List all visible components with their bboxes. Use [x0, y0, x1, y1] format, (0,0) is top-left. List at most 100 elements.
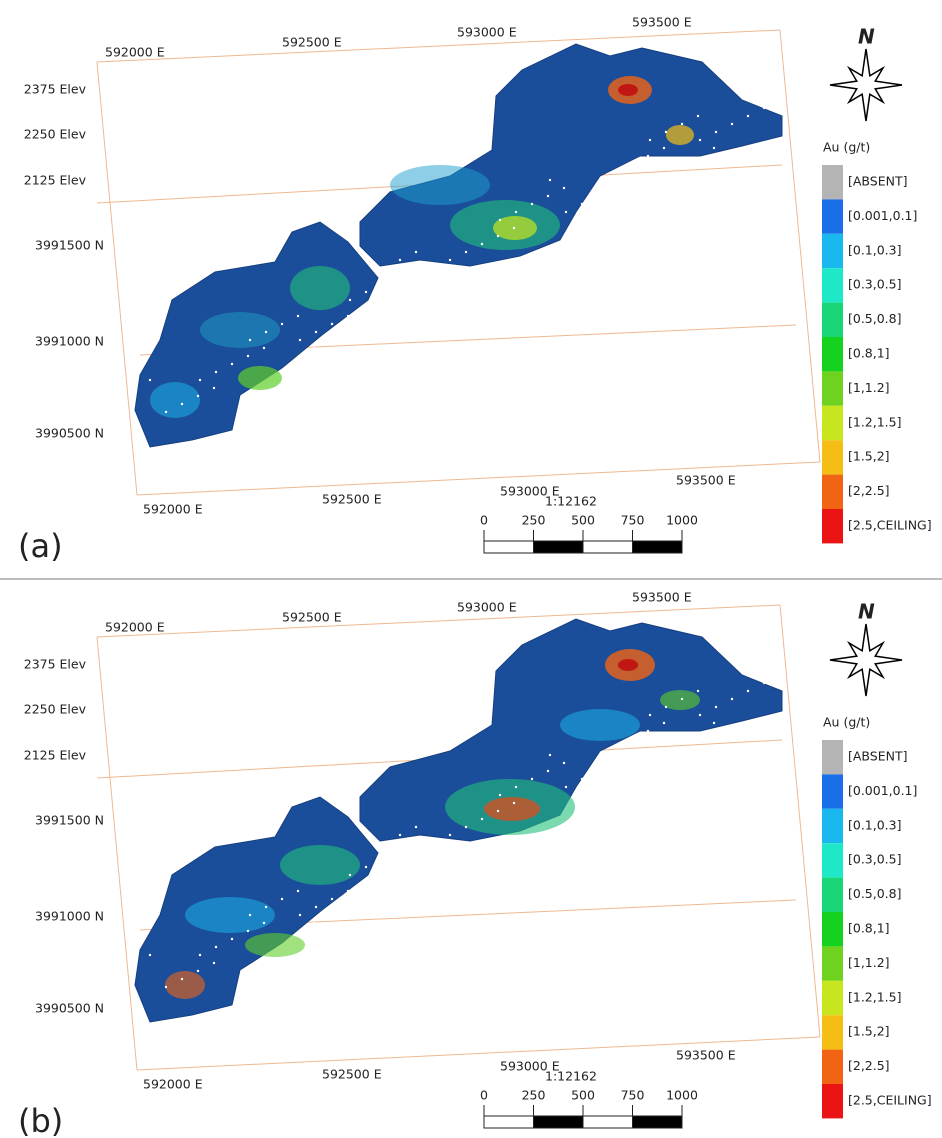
compass: [829, 623, 903, 697]
drill-hole: [346, 889, 350, 893]
drill-hole: [330, 897, 334, 901]
drill-hole: [214, 945, 218, 949]
northing-label: 3991500 N: [35, 813, 104, 828]
panel: 592000 E 592500 E 593000 E 593500 E 592000 E…: [18, 590, 932, 1138]
drill-hole: [664, 705, 668, 709]
drill-hole: [730, 122, 734, 126]
drill-hole: [562, 761, 566, 765]
drill-hole: [414, 825, 418, 829]
grade-zone: [245, 933, 305, 957]
drill-hole: [746, 114, 750, 118]
legend-title: Au (g/t): [823, 715, 870, 730]
drill-hole: [348, 298, 352, 302]
drill-hole: [364, 290, 368, 294]
drill-hole: [246, 929, 250, 933]
drill-hole: [546, 194, 550, 198]
easting-label: 592000 E: [143, 502, 203, 517]
easting-label: 592500 E: [282, 35, 342, 50]
scale-segment: [632, 540, 683, 554]
grade-zone: [660, 690, 700, 710]
legend-title: Au (g/t): [823, 140, 870, 155]
drill-hole: [180, 402, 184, 406]
grade-zone: [484, 797, 540, 821]
frame-line: [136, 461, 821, 496]
scale-tick-label: 1000: [666, 1088, 698, 1103]
drill-hole: [530, 202, 534, 206]
drill-hole: [480, 817, 484, 821]
drill-hole: [714, 130, 718, 134]
drill-hole: [564, 210, 568, 214]
drill-hole: [296, 314, 300, 318]
drill-hole: [380, 282, 384, 286]
northing-label: 3991500 N: [35, 238, 104, 253]
frame-line: [136, 1036, 821, 1071]
legend-swatch: [822, 808, 843, 844]
drill-hole: [230, 362, 234, 366]
legend-label: [0.8,1]: [848, 346, 890, 361]
drill-hole: [148, 378, 152, 382]
drill-hole: [562, 186, 566, 190]
drill-hole: [598, 753, 602, 757]
legend-swatch: [822, 233, 843, 269]
drill-hole: [212, 961, 216, 965]
legend-swatch: [822, 1015, 843, 1050]
grade-zone: [150, 382, 200, 418]
drill-hole: [548, 753, 552, 757]
frame-line: [96, 636, 138, 1071]
drill-hole: [164, 410, 168, 414]
north-label: N: [858, 600, 875, 624]
drill-hole: [664, 130, 668, 134]
drill-hole: [448, 258, 452, 262]
legend-swatch: [822, 405, 843, 441]
legend-swatch: [822, 912, 843, 947]
drill-hole: [596, 194, 600, 198]
drill-hole: [246, 354, 250, 358]
drill-hole: [648, 713, 652, 717]
grade-zone: [280, 845, 360, 885]
easting-label: 592500 E: [322, 1067, 382, 1082]
drill-hole: [498, 218, 502, 222]
drill-hole: [312, 921, 316, 925]
drill-hole: [214, 370, 218, 374]
scale-segment: [533, 540, 584, 554]
drill-hole: [312, 346, 316, 350]
drill-hole: [662, 146, 666, 150]
drill-hole: [762, 681, 766, 685]
grade-zone: [238, 366, 282, 390]
legend-swatch: [822, 509, 843, 544]
drill-hole: [512, 226, 516, 230]
drill-hole: [546, 769, 550, 773]
legend-swatch: [822, 371, 843, 406]
scale-tick-label: 500: [571, 1088, 595, 1103]
drill-hole: [196, 394, 200, 398]
drill-hole: [212, 386, 216, 390]
legend-label: [0.001,0.1]: [848, 208, 917, 223]
drill-hole: [614, 170, 618, 174]
drill-hole: [480, 242, 484, 246]
legend-swatch: [822, 474, 843, 509]
legend-label: [0.1,0.3]: [848, 242, 902, 257]
grade-zone: [200, 312, 280, 348]
legend-label: [0.5,0.8]: [848, 311, 902, 326]
drill-hole: [448, 833, 452, 837]
elevation-label: 2250 Elev: [24, 702, 87, 717]
compass: [829, 48, 903, 122]
grade-zone: [185, 897, 275, 933]
drill-hole: [462, 266, 466, 270]
drill-hole: [348, 873, 352, 877]
drill-hole: [398, 833, 402, 837]
scale-ratio: 1:12162: [545, 494, 597, 509]
scale-ratio: 1:12162: [545, 1069, 597, 1084]
drill-hole: [362, 881, 366, 885]
drill-hole: [580, 777, 584, 781]
legend-label: [0.5,0.8]: [848, 886, 902, 901]
legend-swatch: [822, 199, 843, 234]
legend-label: [0.3,0.5]: [848, 277, 902, 292]
drill-hole: [612, 186, 616, 190]
easting-label: 593000 E: [457, 600, 517, 615]
drill-hole: [498, 793, 502, 797]
easting-label: 593500 E: [676, 473, 736, 488]
easting-label: 592000 E: [143, 1077, 203, 1092]
legend-label: [1.2,1.5]: [848, 989, 902, 1004]
drill-hole: [262, 921, 266, 925]
